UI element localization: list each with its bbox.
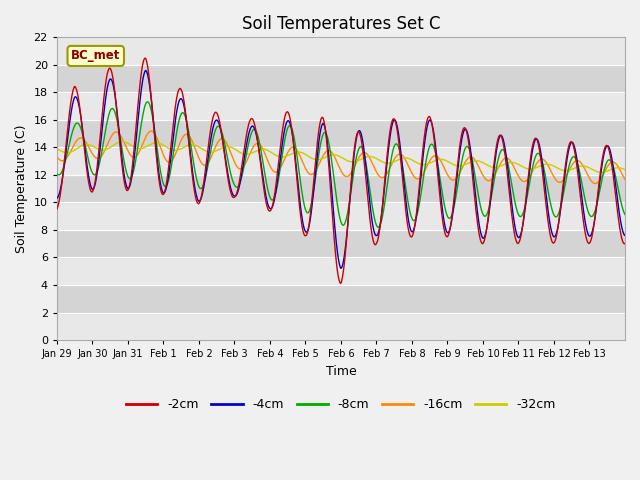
Bar	[57, 92, 625, 120]
Title: Soil Temperatures Set C: Soil Temperatures Set C	[242, 15, 440, 33]
Bar	[57, 257, 625, 285]
Bar	[57, 175, 625, 203]
Bar	[57, 65, 625, 92]
Bar	[57, 147, 625, 175]
Y-axis label: Soil Temperature (C): Soil Temperature (C)	[15, 124, 28, 253]
Bar	[57, 203, 625, 230]
Bar	[57, 312, 625, 340]
Bar	[57, 37, 625, 65]
Bar	[57, 285, 625, 312]
Bar	[57, 230, 625, 257]
Bar	[57, 120, 625, 147]
X-axis label: Time: Time	[326, 365, 356, 378]
Legend: -2cm, -4cm, -8cm, -16cm, -32cm: -2cm, -4cm, -8cm, -16cm, -32cm	[121, 393, 561, 416]
Text: BC_met: BC_met	[71, 49, 120, 62]
